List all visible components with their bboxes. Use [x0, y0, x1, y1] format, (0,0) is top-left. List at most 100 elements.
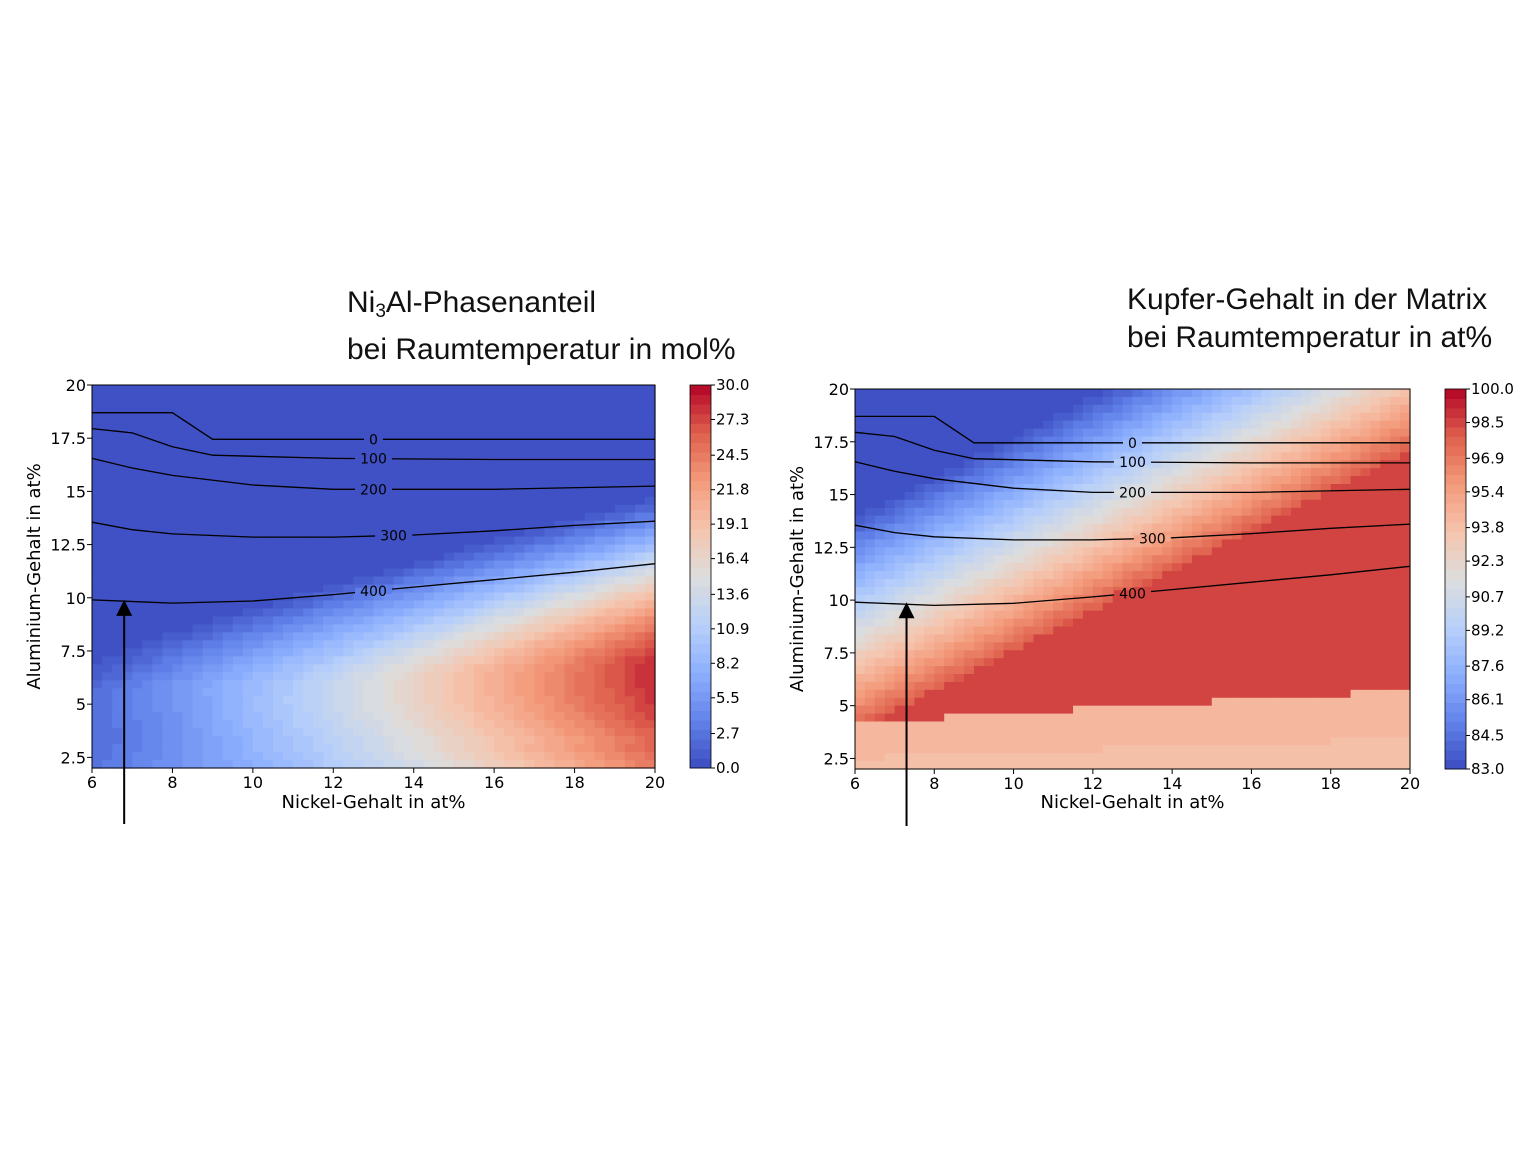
heatmap-cell [554, 536, 566, 546]
heatmap-cell [524, 616, 535, 625]
heatmap-cell [894, 753, 906, 762]
heatmap-cell [323, 464, 334, 474]
heatmap-cell [102, 416, 113, 426]
colorbar-band [690, 461, 711, 472]
heatmap-cell [964, 412, 975, 422]
heatmap-cell [182, 568, 194, 578]
heatmap-cell [122, 656, 133, 665]
heatmap-cell [1082, 674, 1094, 683]
heatmap-cell [1182, 586, 1193, 596]
heatmap-cell [855, 666, 866, 675]
heatmap-cell [433, 472, 445, 482]
heatmap-cell [373, 576, 385, 586]
heatmap-cell [564, 744, 576, 753]
heatmap-cell [152, 640, 163, 649]
heatmap-cell [142, 424, 153, 434]
heatmap-cell [252, 752, 264, 761]
heatmap-cell [1241, 396, 1253, 406]
heatmap-cell [393, 385, 405, 394]
heatmap-cell [142, 656, 153, 665]
heatmap-cell [1003, 650, 1015, 659]
contour-label-200: 200 [360, 482, 387, 498]
heatmap-cell [1122, 412, 1134, 422]
heatmap-cell [944, 626, 955, 636]
heatmap-cell [1152, 745, 1163, 754]
colorbar-tick-label: 10.9 [716, 620, 749, 638]
heatmap-cell [222, 536, 234, 546]
heatmap-cell [242, 744, 254, 753]
heatmap-cell [1003, 507, 1015, 517]
heatmap-cell [1013, 753, 1025, 762]
heatmap-cell [1053, 721, 1064, 731]
heatmap-cell [303, 696, 314, 705]
heatmap-cell [544, 496, 556, 506]
heatmap-cell [634, 616, 646, 625]
heatmap-cell [343, 504, 354, 514]
heatmap-cell [1211, 689, 1223, 699]
heatmap-cell [383, 744, 395, 753]
heatmap-cell [363, 472, 375, 482]
heatmap-cell [1013, 555, 1025, 564]
heatmap-cell [303, 400, 314, 410]
heatmap-cell [1013, 721, 1025, 731]
heatmap-cell [463, 688, 475, 697]
heatmap-cell [232, 688, 244, 697]
heatmap-cell [484, 520, 495, 530]
heatmap-cell [594, 440, 606, 450]
heatmap-cell [534, 472, 546, 482]
heatmap-cell [453, 624, 465, 633]
heatmap-cell [624, 552, 636, 562]
heatmap-cell [232, 400, 244, 410]
heatmap-cell [182, 448, 194, 458]
heatmap-cell [1142, 468, 1153, 477]
heatmap-cell [604, 512, 616, 522]
heatmap-cell [614, 696, 626, 705]
heatmap-cell [594, 680, 606, 689]
heatmap-cell [122, 528, 133, 538]
heatmap-cell [474, 632, 485, 641]
heatmap-cell [1023, 563, 1034, 572]
heatmap-cell [363, 720, 375, 729]
heatmap-cell [1132, 594, 1144, 604]
heatmap-cell [554, 760, 566, 769]
heatmap-cell [574, 696, 586, 705]
heatmap-cell [252, 688, 264, 697]
heatmap-cell [614, 640, 626, 649]
heatmap-cell [453, 736, 465, 745]
heatmap-cell [1231, 571, 1243, 580]
heatmap-cell [1132, 444, 1144, 453]
heatmap-cell [293, 440, 304, 450]
heatmap-cell [614, 432, 626, 442]
heatmap-cell [1300, 468, 1312, 477]
heatmap-cell [373, 672, 385, 681]
heatmap-cell [1261, 420, 1272, 430]
heatmap-cell [202, 616, 214, 625]
heatmap-cell [474, 712, 485, 721]
heatmap-cell [1112, 428, 1124, 438]
heatmap-cell [474, 688, 485, 697]
heatmap-cell [373, 712, 385, 721]
heatmap-cell [1063, 539, 1074, 548]
heatmap-cell [323, 472, 334, 482]
heatmap-cell [443, 744, 455, 753]
heatmap-cell [484, 432, 495, 442]
heatmap-cell [624, 696, 636, 705]
heatmap-cell [453, 584, 465, 594]
heatmap-cell [272, 680, 284, 689]
heatmap-cell [904, 460, 916, 469]
heatmap-cell [1300, 436, 1312, 446]
heatmap-cell [1221, 476, 1233, 485]
heatmap-cell [323, 528, 334, 538]
heatmap-cell [373, 608, 385, 617]
heatmap-cell [1231, 586, 1243, 596]
heatmap-cell [1251, 618, 1262, 628]
heatmap-cell [172, 576, 184, 586]
heatmap-cell [884, 721, 896, 731]
heatmap-cell [1261, 476, 1272, 485]
heatmap-cell [1241, 745, 1253, 754]
heatmap-cell [514, 432, 525, 442]
heatmap-cell [212, 520, 224, 530]
heatmap-cell [1132, 571, 1144, 580]
heatmap-cell [594, 584, 606, 594]
heatmap-cell [944, 444, 955, 453]
